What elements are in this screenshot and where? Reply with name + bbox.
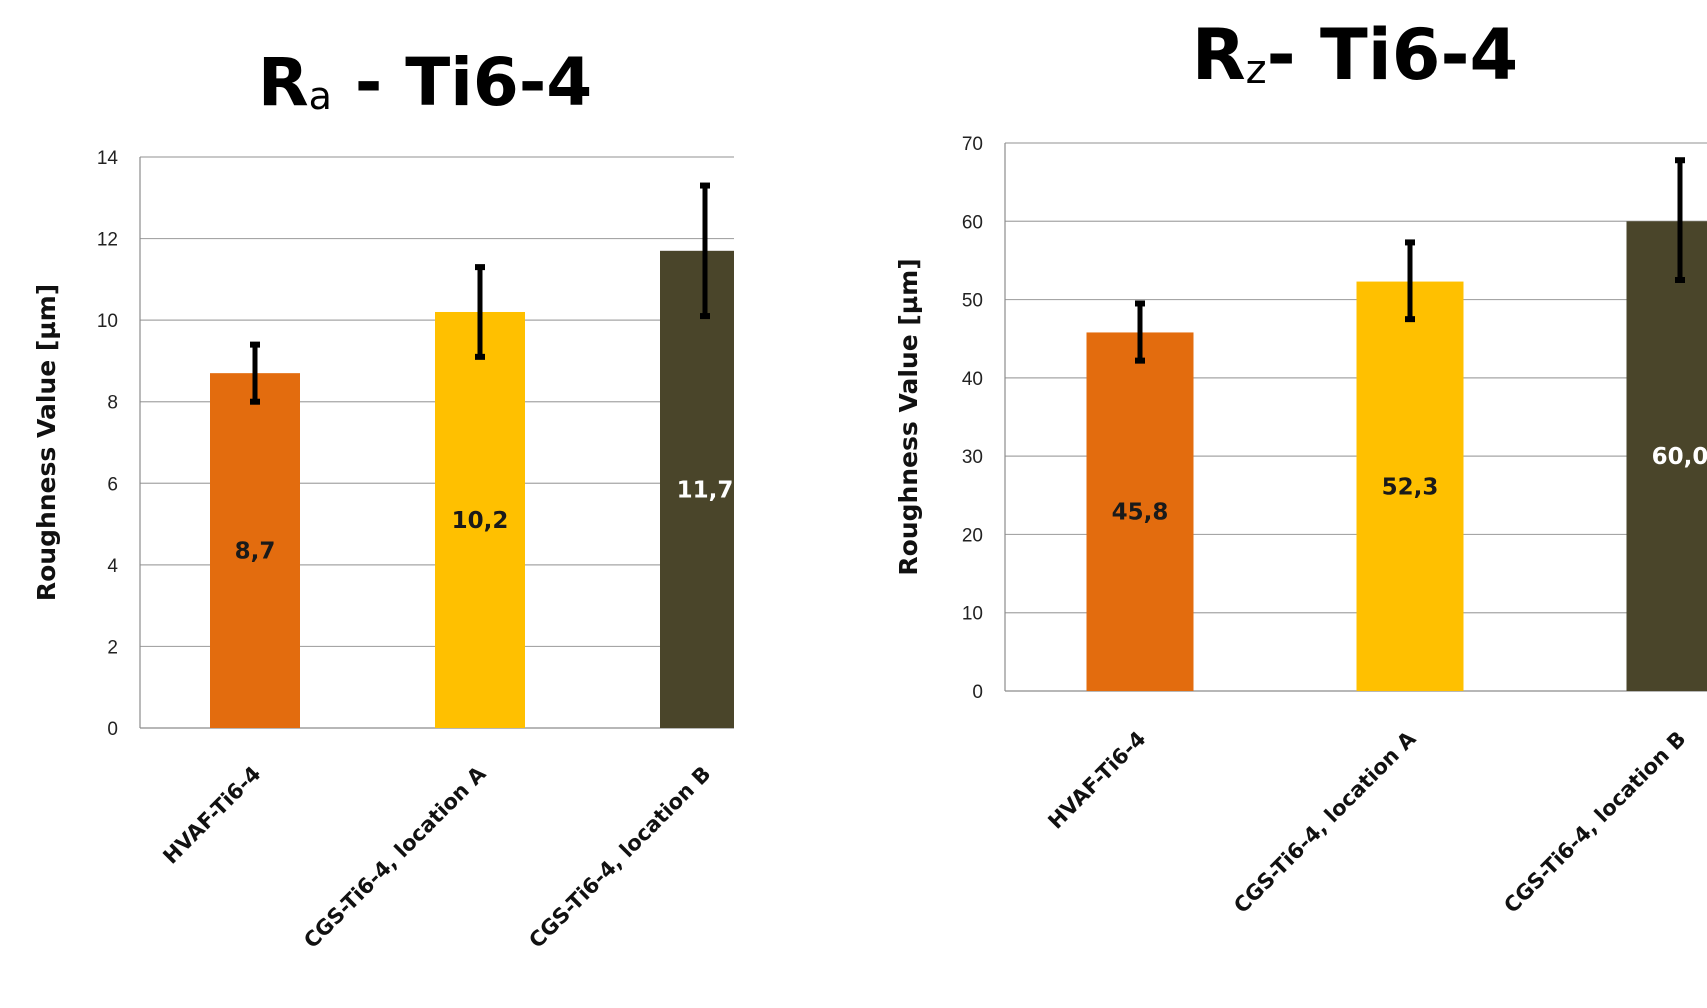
rz-y-tick-label: 20 bbox=[962, 525, 983, 546]
rz-y-axis-title: Roughness Value [µm] bbox=[894, 258, 923, 575]
ra-bar-3 bbox=[660, 250, 734, 729]
rz-y-tick-label: 10 bbox=[962, 604, 983, 625]
rz-data-label-3: 60,0 bbox=[1652, 444, 1707, 470]
ra-x-category-label-3: CGS-Ti6-4, location B bbox=[524, 762, 715, 953]
rz-y-tick-label: 70 bbox=[962, 134, 983, 155]
ra-data-label-1: 8,7 bbox=[235, 539, 276, 565]
rz-x-category-label-2: CGS-Ti6-4, location A bbox=[1229, 726, 1421, 918]
ra-y-tick-label: 2 bbox=[107, 637, 118, 658]
ra-y-tick-label: 10 bbox=[97, 311, 118, 332]
ra-x-category-label-2: CGS-Ti6-4, location A bbox=[299, 761, 491, 953]
ra-data-label-3: 11,7 bbox=[677, 477, 734, 503]
rz-y-tick-label: 50 bbox=[962, 291, 983, 312]
rz-y-tick-label: 60 bbox=[962, 212, 983, 233]
chart-ra-ti6-4: Ra - Ti6-4 0 2 4 6 8 10 12 14 Roughness Value [µm… bbox=[32, 44, 734, 953]
rz-bar-2 bbox=[1356, 281, 1464, 691]
rz-y-tick-label: 40 bbox=[962, 369, 983, 390]
ra-y-tick-label: 4 bbox=[107, 556, 118, 577]
title-rest-part: - Ti6-4 bbox=[1267, 14, 1519, 96]
ra-y-tick-label: 14 bbox=[97, 148, 119, 169]
rz-y-tick-label: 30 bbox=[962, 447, 983, 468]
ra-bars: 8,7 10,2 11,7 bbox=[210, 182, 734, 729]
rz-bar-1 bbox=[1086, 332, 1194, 691]
ra-chart-title: Ra - Ti6-4 bbox=[258, 44, 592, 121]
title-subscript: z bbox=[1246, 47, 1267, 93]
title-main-part: R bbox=[1192, 14, 1246, 96]
ra-bar-1 bbox=[210, 373, 300, 728]
rz-data-label-2: 52,3 bbox=[1382, 474, 1439, 500]
rz-y-tick-label: 0 bbox=[972, 682, 983, 703]
chart-rz-ti6-4: Rz- Ti6-4 0 10 20 30 40 50 60 70 Roughness Value … bbox=[894, 14, 1707, 918]
rz-bars: 45,8 52,3 60,0 bbox=[1086, 157, 1707, 692]
title-main-part: R bbox=[258, 44, 309, 121]
ra-y-tick-label: 12 bbox=[97, 230, 118, 251]
ra-data-label-2: 10,2 bbox=[452, 508, 509, 534]
title-subscript: a bbox=[309, 74, 332, 118]
rz-x-category-label-1: HVAF-Ti6-4 bbox=[1043, 727, 1150, 834]
ra-y-axis-title: Roughness Value [µm] bbox=[32, 284, 61, 601]
rz-chart-title: Rz- Ti6-4 bbox=[1192, 14, 1519, 96]
rz-x-category-label-3: CGS-Ti6-4, location B bbox=[1499, 727, 1690, 918]
ra-y-tick-label: 8 bbox=[107, 393, 118, 414]
rz-data-label-1: 45,8 bbox=[1112, 500, 1169, 526]
rz-bar-3 bbox=[1626, 221, 1707, 692]
ra-y-tick-label: 6 bbox=[107, 474, 118, 495]
ra-bar-2 bbox=[435, 311, 525, 728]
ra-y-tick-label: 0 bbox=[107, 719, 118, 740]
title-rest-part: - Ti6-4 bbox=[332, 44, 592, 121]
ra-x-category-label-1: HVAF-Ti6-4 bbox=[158, 762, 265, 869]
